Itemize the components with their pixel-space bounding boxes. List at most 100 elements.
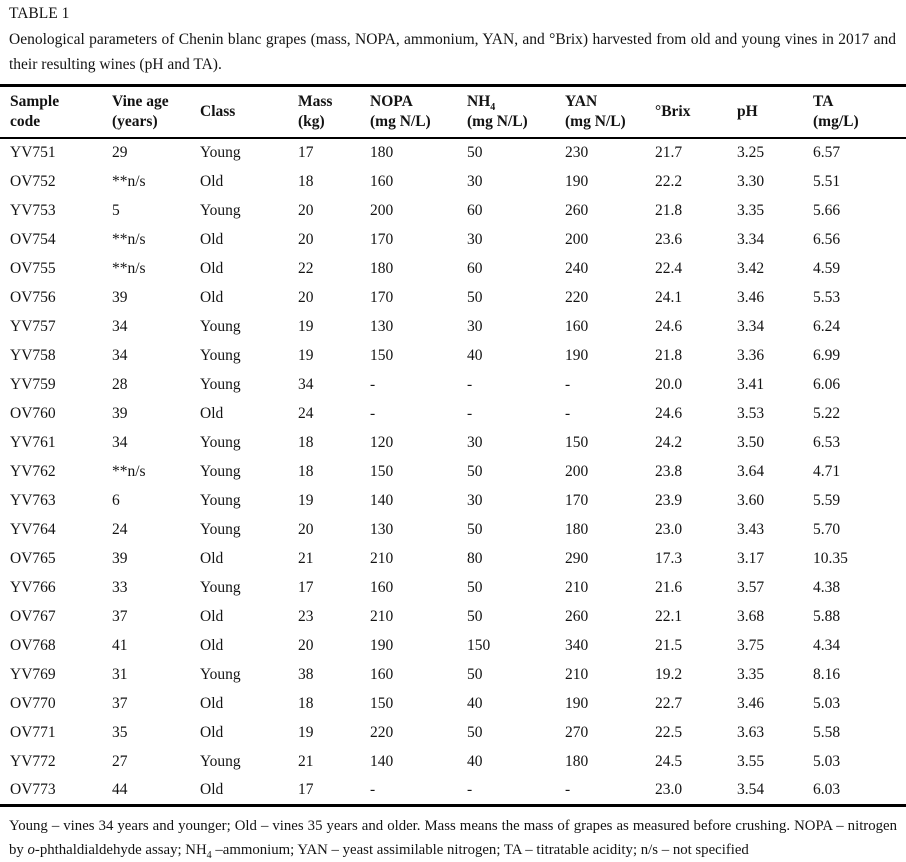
table-cell: 23.8 bbox=[655, 462, 683, 480]
data-table: Sample code Vine age (years) Class Mass (kg) NO… bbox=[0, 84, 906, 807]
table-cell: Young bbox=[200, 665, 241, 683]
table-cell: 22.2 bbox=[655, 172, 683, 190]
table-cell: 60 bbox=[467, 201, 483, 219]
table-cell: YV764 bbox=[10, 520, 56, 538]
table-row: YV764 24 Young 20 130 50 180 23.0 3.43 5.70 bbox=[0, 515, 906, 544]
table-cell: 22 bbox=[298, 259, 314, 277]
table-cell: 30 bbox=[467, 491, 483, 509]
table-row: YV753 5 Young 20 200 60 260 21.8 3.35 5.66 bbox=[0, 196, 906, 225]
table-cell: 5.53 bbox=[813, 288, 841, 306]
table-cell: Young bbox=[200, 578, 241, 596]
table-cell: YV766 bbox=[10, 578, 56, 596]
table-cell: 170 bbox=[370, 288, 394, 306]
table-row: YV751 29 Young 17 180 50 230 21.7 3.25 6.57 bbox=[0, 138, 906, 167]
table-cell: YV758 bbox=[10, 346, 56, 364]
column-header: TA (mg/L) bbox=[803, 85, 906, 139]
table-cell: 21.7 bbox=[655, 144, 683, 161]
table-cell: Young bbox=[200, 491, 241, 509]
table-row: YV757 34 Young 19 130 30 160 24.6 3.34 6.24 bbox=[0, 312, 906, 341]
table-cell: 3.57 bbox=[737, 578, 765, 596]
table-cell: 22.7 bbox=[655, 694, 683, 712]
table-cell: Old bbox=[200, 288, 224, 306]
table-cell: 30 bbox=[467, 230, 483, 248]
table-cell: 39 bbox=[112, 404, 128, 422]
table-cell: 270 bbox=[565, 723, 589, 741]
table-cell: 20.0 bbox=[655, 375, 683, 393]
table-cell: 38 bbox=[298, 665, 314, 683]
table-cell: 19.2 bbox=[655, 665, 683, 683]
table-cell: Young bbox=[200, 462, 241, 480]
table-row: YV769 31 Young 38 160 50 210 19.2 3.35 8.16 bbox=[0, 660, 906, 689]
table-cell: Young bbox=[200, 375, 241, 393]
table-cell: 4.71 bbox=[813, 462, 841, 480]
table-cell: 3.55 bbox=[737, 752, 765, 770]
table-cell: 150 bbox=[467, 636, 491, 654]
table-cell: Young bbox=[200, 433, 241, 451]
table-cell: 33 bbox=[112, 578, 128, 596]
table-cell: 3.35 bbox=[737, 201, 765, 219]
table-cell: 240 bbox=[565, 259, 589, 277]
table-cell: 3.63 bbox=[737, 723, 765, 741]
table-cell: 44 bbox=[112, 780, 128, 798]
table-cell: 60 bbox=[467, 259, 483, 277]
table-cell: 6.56 bbox=[813, 230, 841, 248]
table-cell: 5.58 bbox=[813, 723, 841, 741]
table-cell: 180 bbox=[565, 752, 589, 770]
table-cell: 5.59 bbox=[813, 491, 841, 509]
table-cell: 130 bbox=[370, 317, 394, 335]
table-cell: Old bbox=[200, 636, 224, 654]
table-cell: OV768 bbox=[10, 636, 56, 654]
table-cell: 21.6 bbox=[655, 578, 683, 596]
table-cell: 200 bbox=[370, 201, 394, 219]
table-cell: 18 bbox=[298, 172, 314, 190]
table-cell: 18 bbox=[298, 694, 314, 712]
table-cell: 19 bbox=[298, 317, 314, 335]
table-cell: 5.51 bbox=[813, 172, 841, 190]
table-cell: 24.1 bbox=[655, 288, 683, 306]
table-cell: OV760 bbox=[10, 404, 56, 422]
table-cell: Young bbox=[200, 346, 241, 364]
table-row: YV758 34 Young 19 150 40 190 21.8 3.36 6.99 bbox=[0, 341, 906, 370]
table-cell: **n/s bbox=[112, 259, 146, 277]
table-cell: Old bbox=[200, 694, 224, 712]
table-cell: 21.5 bbox=[655, 636, 683, 654]
table-body: YV751 29 Young 17 180 50 230 21.7 3.25 6.57 OV752 *… bbox=[0, 138, 906, 805]
table-cell: Young bbox=[200, 520, 241, 538]
table-cell: 3.53 bbox=[737, 404, 765, 422]
table-cell: YV757 bbox=[10, 317, 56, 335]
table-row: OV771 35 Old 19 220 50 270 22.5 3.63 5.58 bbox=[0, 718, 906, 747]
table-cell: 160 bbox=[370, 172, 394, 190]
table-cell: 4.59 bbox=[813, 259, 841, 277]
table-cell: 230 bbox=[565, 144, 589, 161]
table-cell: 20 bbox=[298, 636, 314, 654]
table-cell: 3.41 bbox=[737, 375, 765, 393]
table-cell: 130 bbox=[370, 520, 394, 538]
table-cell: 23.0 bbox=[655, 780, 683, 798]
footnote-part3: –ammonium; YAN – yeast assimilable nitro… bbox=[211, 841, 749, 858]
table-cell: Old bbox=[200, 780, 224, 798]
table-cell: 4.38 bbox=[813, 578, 841, 596]
table-cell: 3.68 bbox=[737, 607, 765, 625]
table-cell: OV752 bbox=[10, 172, 56, 190]
table-cell: 4.34 bbox=[813, 636, 841, 654]
table-cell: 23.6 bbox=[655, 230, 683, 248]
table-cell: 18 bbox=[298, 433, 314, 451]
table-cell: 5.03 bbox=[813, 752, 841, 770]
table-cell: 27 bbox=[112, 752, 128, 770]
table-cell: 24.5 bbox=[655, 752, 683, 770]
table-cell: 8.16 bbox=[813, 665, 841, 683]
table-cell: 3.30 bbox=[737, 172, 765, 190]
table-cell: 6.53 bbox=[813, 433, 841, 451]
table-cell: 6.57 bbox=[813, 144, 841, 161]
table-cell: 150 bbox=[370, 462, 394, 480]
table-cell: 17 bbox=[298, 144, 314, 161]
table-cell: OV767 bbox=[10, 607, 56, 625]
table-cell: 23.0 bbox=[655, 520, 683, 538]
column-header: YAN (mg N/L) bbox=[555, 85, 645, 139]
table-cell: OV756 bbox=[10, 288, 56, 306]
table-cell: 3.36 bbox=[737, 346, 765, 364]
table-cell: YV762 bbox=[10, 462, 56, 480]
table-cell: 50 bbox=[467, 520, 483, 538]
table-cell: 6.99 bbox=[813, 346, 841, 364]
